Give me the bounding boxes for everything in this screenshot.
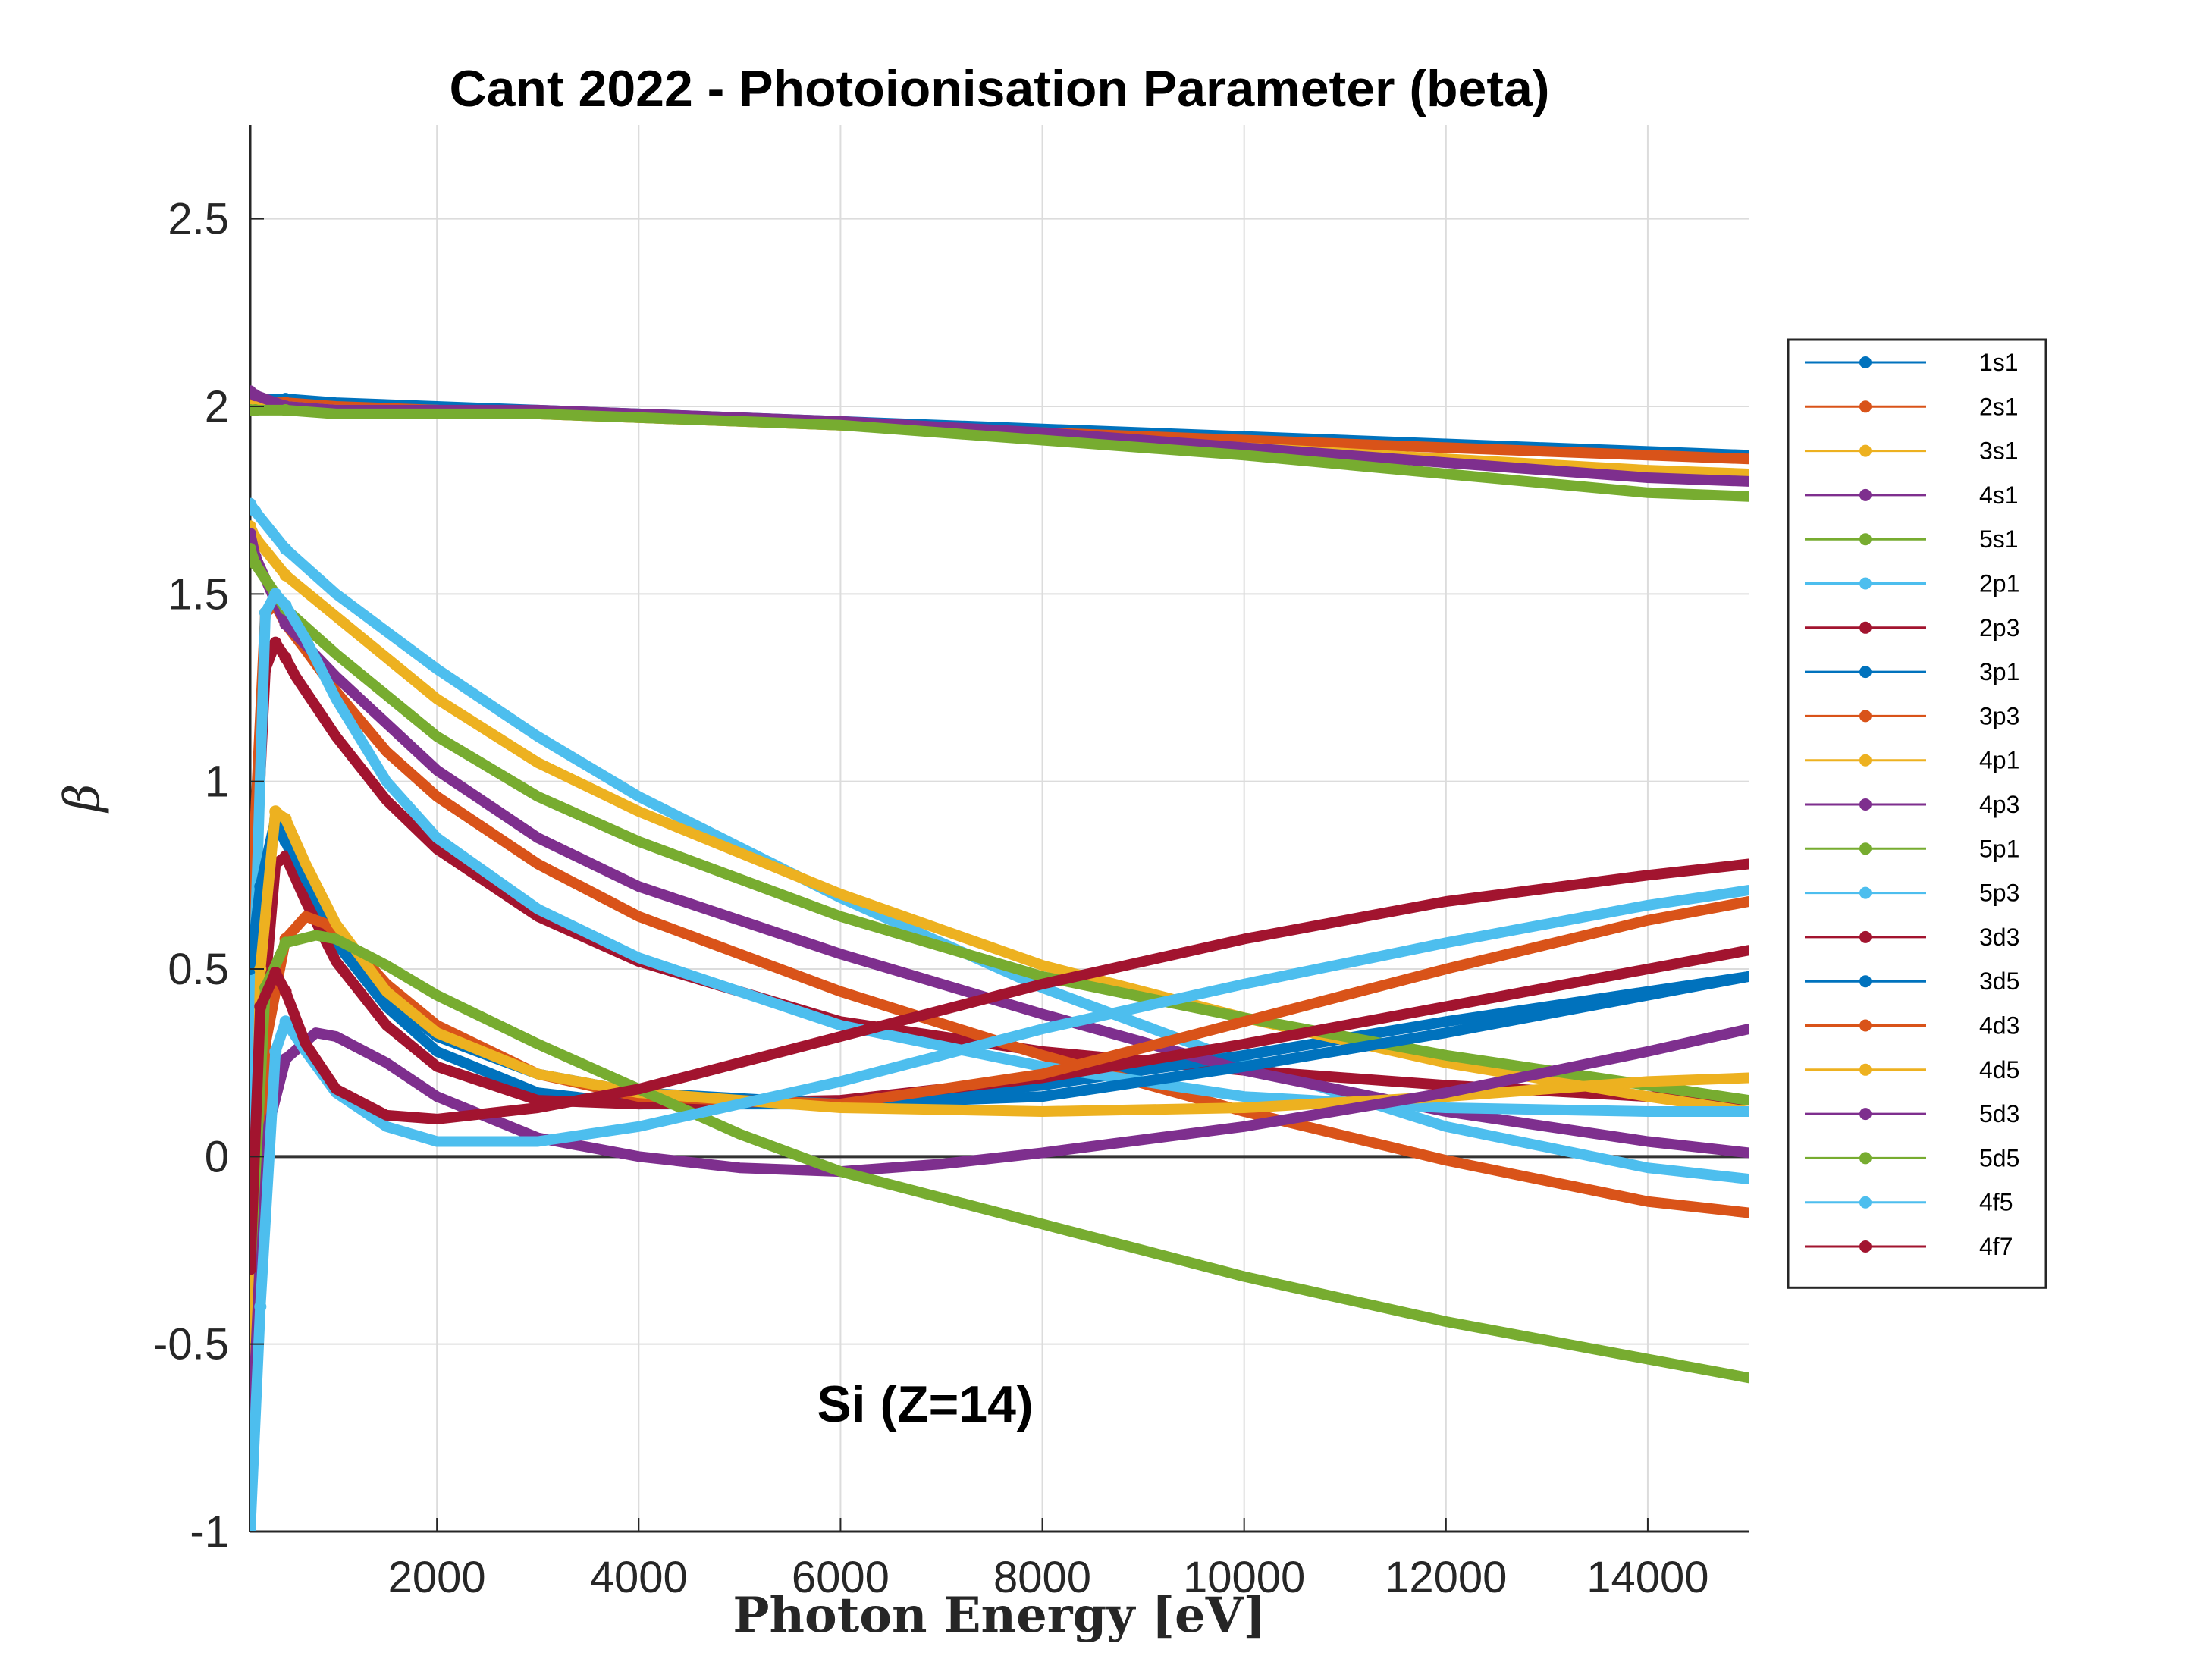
series-point-4f5: [269, 1045, 282, 1058]
series-point-4d5: [269, 805, 282, 818]
legend-marker-3p1: [1859, 666, 1872, 679]
legend-label-3p3: 3p3: [1979, 702, 2019, 729]
legend-label-2p3: 2p3: [1979, 614, 2019, 641]
series-point-4f5: [279, 1015, 292, 1028]
legend-marker-3s1: [1859, 444, 1872, 457]
series-point-5p3: [279, 599, 292, 612]
legend-marker-4f7: [1859, 1240, 1872, 1253]
series-point-4f5: [254, 1300, 267, 1313]
legend-label-5p3: 5p3: [1979, 880, 2019, 907]
legend-label-1s1: 1s1: [1979, 349, 2019, 376]
legend-marker-4p1: [1859, 754, 1872, 767]
series-line-3d3: [250, 851, 1749, 1532]
legend-label-4d5: 4d5: [1979, 1056, 2019, 1084]
series-line-4d5: [250, 806, 1749, 1463]
series-point-5d5: [279, 936, 292, 949]
x-tick-label: 6000: [792, 1553, 890, 1602]
series-group: [250, 385, 1749, 1532]
series-point-4f7: [279, 985, 292, 998]
legend-marker-2p1: [1859, 577, 1872, 590]
series-point-4p3: [250, 528, 256, 541]
series-point-4f5: [250, 1526, 256, 1532]
series-line-4f7: [250, 858, 1749, 1275]
legend-label-4f5: 4f5: [1979, 1189, 2013, 1216]
tick-labels: 2000 4000 6000 8000 10000 12000 14000 -1 -0.5 0 0.…: [153, 195, 1709, 1602]
legend-label-5d3: 5d3: [1979, 1100, 2019, 1127]
legend-label-2p1: 2p1: [1979, 570, 2019, 597]
legend-marker-4f5: [1859, 1196, 1872, 1209]
legend-marker-4s1: [1859, 488, 1872, 501]
y-tick-label: 0.5: [168, 945, 229, 994]
y-axis-label: β: [55, 784, 111, 814]
legend-label-4s1: 4s1: [1979, 481, 2019, 509]
legend-label-5s1: 5s1: [1979, 525, 2019, 553]
x-axis-label: Photon Energy [eV]: [733, 1587, 1266, 1644]
legend-label-5p1: 5p1: [1979, 835, 2019, 862]
legend-label-4f7: 4f7: [1979, 1233, 2013, 1260]
legend-marker-5s1: [1859, 533, 1872, 546]
legend-label-5d5: 5d5: [1979, 1144, 2019, 1171]
series-point-5s1: [279, 403, 292, 416]
legend-marker-5d5: [1859, 1152, 1872, 1165]
legend-marker-2s1: [1859, 400, 1872, 413]
legend-marker-1s1: [1859, 356, 1872, 368]
series-point-4f7: [269, 966, 282, 979]
legend-marker-4d3: [1859, 1019, 1872, 1032]
legend-box: [1787, 338, 2047, 1289]
series-line-4f5: [250, 885, 1749, 1532]
chart-title: Cant 2022 - Photoionisation Parameter (b…: [450, 60, 1550, 118]
plot-area: [250, 385, 1749, 1532]
series-point-5p3: [259, 607, 271, 619]
x-tick-label: 14000: [1586, 1553, 1708, 1602]
series-point-2p1: [279, 542, 292, 555]
series-point-4f7: [250, 1262, 256, 1275]
legend-label-3d3: 3d3: [1979, 924, 2019, 951]
series-point-4f7: [254, 1000, 267, 1013]
series-point-2p1: [250, 505, 262, 518]
x-tick-label: 2000: [388, 1553, 486, 1602]
series-point-4s1: [250, 389, 262, 402]
y-tick-label: 0: [205, 1132, 229, 1181]
series-point-5p3: [269, 588, 282, 601]
legend-label-2s1: 2s1: [1979, 393, 2019, 420]
series-point-4p1: [279, 569, 292, 582]
legend-marker-5p3: [1859, 886, 1872, 899]
legend-marker-4p3: [1859, 798, 1872, 811]
legend-label-4p1: 4p1: [1979, 747, 2019, 774]
series-point-4d5: [279, 813, 292, 826]
legend-label-3d5: 3d5: [1979, 967, 2019, 995]
legend-marker-3d3: [1859, 930, 1872, 943]
element-annotation: Si (Z=14): [817, 1375, 1033, 1433]
series-point-5p1: [250, 557, 262, 570]
y-tick-label: 1: [205, 757, 229, 807]
legend-label-4d3: 4d3: [1979, 1012, 2019, 1040]
y-tick-label: 1.5: [168, 569, 229, 619]
series-line-5d5: [250, 930, 1749, 1384]
y-tick-label: 2: [205, 382, 229, 431]
x-tick-label: 12000: [1385, 1553, 1507, 1602]
legend-marker-3p3: [1859, 710, 1872, 723]
series-point-2p3: [269, 636, 282, 649]
y-tick-label: -0.5: [153, 1320, 229, 1369]
y-tick-label: 2.5: [168, 195, 229, 244]
legend-marker-4d5: [1859, 1063, 1872, 1076]
legend-label-4p3: 4p3: [1979, 791, 2019, 818]
legend-label-3s1: 3s1: [1979, 437, 2019, 465]
legend-marker-2p3: [1859, 621, 1872, 634]
series-point-4p3: [279, 617, 292, 630]
legend-label-3p1: 3p1: [1979, 658, 2019, 685]
legend-marker-3d5: [1859, 975, 1872, 988]
x-tick-label: 8000: [993, 1553, 1091, 1602]
series-point-5d3: [279, 1052, 292, 1065]
y-tick-label: -1: [190, 1507, 229, 1557]
series-point-2p3: [279, 651, 292, 664]
legend: 1s1 2s1 3s1 4s1 5s1 2p1 2p3 3p1 3p3 4p1 4p3 5p1 5p3 3…: [1787, 338, 2047, 1289]
legend-marker-5d3: [1859, 1108, 1872, 1121]
legend-marker-5p1: [1859, 842, 1872, 855]
series-point-5p1: [250, 542, 256, 555]
x-tick-label: 4000: [590, 1553, 688, 1602]
x-tick-label: 10000: [1183, 1553, 1305, 1602]
